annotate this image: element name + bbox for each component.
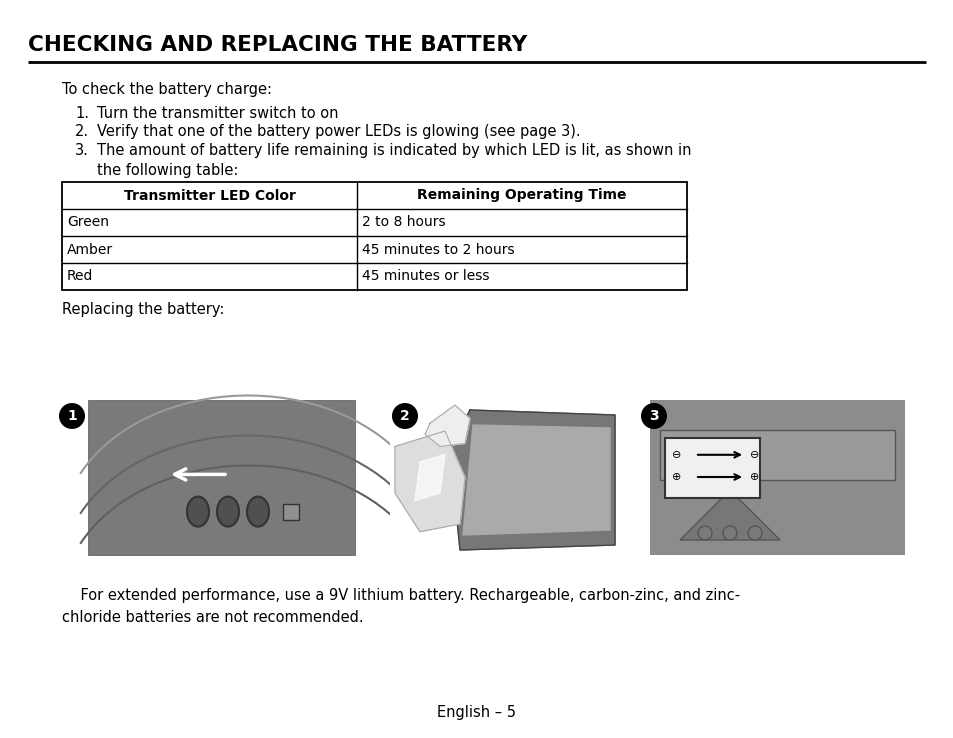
Polygon shape [450,410,615,550]
Polygon shape [395,431,464,532]
Text: 45 minutes to 2 hours: 45 minutes to 2 hours [361,243,514,257]
Text: ⊖: ⊖ [672,449,681,460]
Ellipse shape [187,497,209,527]
Circle shape [640,403,666,429]
Text: The amount of battery life remaining is indicated by which LED is lit, as shown : The amount of battery life remaining is … [97,143,691,158]
Polygon shape [679,490,780,540]
Text: 2.: 2. [75,124,89,139]
Text: chloride batteries are not recommended.: chloride batteries are not recommended. [62,610,363,625]
Bar [62,182,686,290]
Bar [283,503,298,520]
Text: Turn the transmitter switch to on: Turn the transmitter switch to on [97,106,338,121]
Text: Remaining Operating Time: Remaining Operating Time [416,188,626,202]
Text: ⊖: ⊖ [749,449,759,460]
Text: 3: 3 [648,409,659,423]
Text: To check the battery charge:: To check the battery charge: [62,82,272,97]
Polygon shape [415,455,444,501]
Polygon shape [462,425,609,535]
Text: 1.: 1. [75,106,89,121]
Ellipse shape [216,497,239,527]
Text: 2 to 8 hours: 2 to 8 hours [361,215,445,230]
Text: 2: 2 [399,409,410,423]
Bar [664,438,760,498]
Text: For extended performance, use a 9V lithium battery. Rechargeable, carbon-zinc, a: For extended performance, use a 9V lithi… [62,588,740,603]
Text: Transmitter LED Color: Transmitter LED Color [124,188,295,202]
Text: ⊕: ⊕ [672,472,681,482]
Text: Replacing the battery:: Replacing the battery: [62,302,224,317]
Bar [659,430,894,480]
Circle shape [747,526,761,540]
Circle shape [392,403,417,429]
Text: Amber: Amber [67,243,113,257]
Bar [649,400,904,555]
Polygon shape [424,405,470,446]
Text: ⊕: ⊕ [749,472,759,482]
Text: 1: 1 [67,409,77,423]
Text: Verify that one of the battery power LEDs is glowing (see page 3).: Verify that one of the battery power LED… [97,124,580,139]
Circle shape [59,403,85,429]
Bar [88,400,355,555]
Text: 45 minutes or less: 45 minutes or less [361,269,489,283]
Text: Red: Red [67,269,93,283]
Text: 3.: 3. [75,143,89,158]
Circle shape [698,526,711,540]
Text: the following table:: the following table: [97,163,238,178]
Text: CHECKING AND REPLACING THE BATTERY: CHECKING AND REPLACING THE BATTERY [28,35,527,55]
Ellipse shape [247,497,269,527]
Text: Green: Green [67,215,109,230]
Text: English – 5: English – 5 [437,705,516,720]
Circle shape [722,526,737,540]
Bar [390,400,624,555]
